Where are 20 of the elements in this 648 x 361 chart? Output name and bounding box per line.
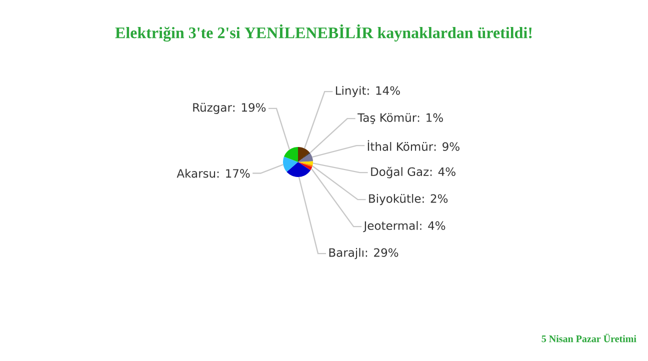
slice-label: Biyokütle (369, 194, 421, 206)
slice-label: Rüzgar (193, 102, 232, 114)
data-label: : 2% (422, 194, 448, 203)
slice-label: Akarsu (176, 168, 216, 178)
data-label: : 4% (430, 167, 456, 176)
data-label: : 9% (434, 142, 460, 151)
data-label: : 19% (233, 103, 266, 112)
data-label: : 1% (418, 113, 443, 122)
data-label: : 14% (368, 86, 400, 95)
data-label: : 4% (420, 221, 446, 230)
slice-label: İthal Kömür (368, 140, 434, 151)
slice-label: Taş Kömür (358, 113, 417, 124)
chart-title: Elektriğin 3'te 2'si YENİLENEBİLİR kaynaklardan üretildi! (115, 24, 532, 42)
text: 5 Nisan Pazar Üretimi (542, 334, 636, 342)
data-label: : 29% (366, 248, 398, 257)
slice-label: Jeotermal (363, 221, 418, 232)
slice-label: Doğal Gaz (371, 166, 429, 178)
slice-label: Linyit (336, 86, 366, 98)
data-label: : 17% (217, 169, 250, 178)
slice-label: Barajlı (329, 248, 364, 260)
